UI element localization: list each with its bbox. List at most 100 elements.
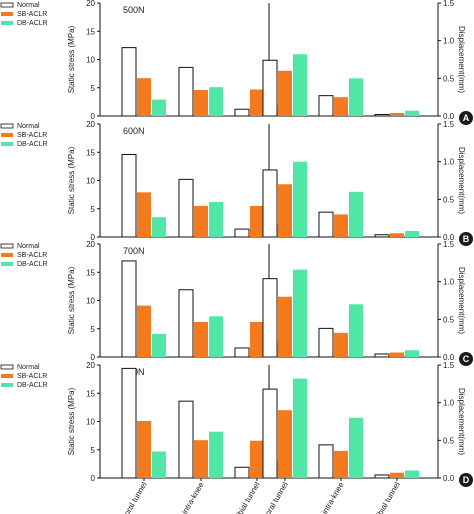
legend-swatch: [1, 374, 13, 378]
stress-bar-normal: [234, 347, 250, 358]
stress-bar-sb-aclr: [194, 321, 208, 357]
stress-bar-sb-aclr: [250, 205, 264, 237]
displacement-bar-normal: [262, 388, 278, 479]
stress-bar-sb-aclr: [137, 192, 151, 237]
displacement-bar-sb-aclr: [334, 332, 348, 357]
stress-tick-label: 10: [86, 177, 95, 186]
panel-label-badge: [459, 232, 473, 246]
displacement-tick-label: 0.5: [443, 315, 455, 324]
stress-tick-label: 10: [86, 56, 95, 65]
legend-swatch: [1, 133, 13, 137]
displacement-tick-label: 0.5: [443, 74, 455, 83]
panel-label-letter: D: [463, 475, 470, 485]
stress-tick-label: 0: [91, 353, 96, 362]
displacement-bar-normal: [262, 169, 278, 238]
displacement-bar-sb-aclr: [278, 184, 292, 237]
legend-label: SB-ACLR: [17, 373, 47, 380]
stress-axis-title: Static stress (MPa): [67, 25, 76, 93]
panel-label-badge: [459, 473, 473, 487]
stress-bar-normal: [178, 66, 194, 117]
stress-tick-label: 5: [91, 446, 96, 455]
stress-bar-normal: [121, 47, 137, 117]
stress-tick-label: 5: [91, 84, 96, 93]
displacement-bar-db-aclr: [405, 350, 419, 357]
category-label: femoral tunnel: [257, 480, 290, 514]
displacement-tick-label: 0.0: [443, 233, 455, 242]
stress-tick-label: 20: [86, 0, 95, 8]
legend-label: Normal: [17, 364, 40, 371]
displacement-tick-label: 0.5: [443, 195, 455, 204]
stress-bar-sb-aclr: [194, 205, 208, 237]
stress-tick-label: 15: [86, 389, 95, 398]
stress-bar-normal: [234, 108, 250, 117]
displacement-bar-db-aclr: [405, 470, 419, 478]
displacement-bar-normal: [374, 234, 390, 238]
displacement-tick-label: 1.0: [443, 399, 455, 408]
stress-bar-sb-aclr: [137, 78, 151, 116]
displacement-bar-sb-aclr: [334, 214, 348, 237]
stress-bar-normal: [234, 466, 250, 479]
stress-tick-label: 15: [86, 27, 95, 36]
displacement-bar-db-aclr: [349, 304, 363, 357]
stress-bar-db-aclr: [152, 217, 166, 237]
panel-label-badge: [459, 352, 473, 366]
legend-label: DB-ACLR: [17, 261, 48, 268]
displacement-bar-sb-aclr: [334, 450, 348, 478]
stress-bar-normal: [121, 260, 137, 358]
displacement-tick-label: 0.5: [443, 436, 455, 445]
displacement-tick-label: 0.0: [443, 112, 455, 121]
stress-axis-title: Static stress (MPa): [67, 387, 76, 455]
displacement-axis-title: Displacement(mm): [457, 147, 466, 214]
stress-bar-sb-aclr: [137, 420, 151, 478]
category-label: femoral tunnel: [116, 480, 149, 514]
stress-tick-label: 0: [91, 474, 96, 483]
displacement-tick-label: 1.0: [443, 37, 455, 46]
stress-bar-normal: [234, 228, 250, 238]
legend-swatch: [0, 123, 14, 129]
legend-label: Normal: [17, 2, 40, 9]
panel-label-letter: B: [463, 234, 470, 244]
stress-bar-db-aclr: [209, 87, 223, 116]
displacement-bar-db-aclr: [293, 161, 307, 237]
stress-bar-db-aclr: [209, 316, 223, 357]
legend-swatch: [0, 243, 14, 249]
panel-load-title: 500N: [123, 5, 145, 15]
stress-bar-db-aclr: [152, 333, 166, 357]
legend-swatch: [1, 12, 13, 16]
stress-bar-sb-aclr: [194, 440, 208, 478]
panel-label-letter: C: [463, 354, 470, 364]
legend-swatch: [1, 21, 13, 25]
displacement-bar-db-aclr: [293, 378, 307, 478]
displacement-tick-label: 0.0: [443, 474, 455, 483]
legend-swatch: [1, 253, 13, 257]
legend-label: Normal: [17, 123, 40, 130]
displacement-bar-db-aclr: [405, 230, 419, 237]
stress-bar-normal: [178, 178, 194, 238]
displacement-bar-normal: [374, 353, 390, 358]
stress-tick-label: 15: [86, 268, 95, 277]
stress-tick-label: 20: [86, 240, 95, 249]
legend-swatch: [0, 2, 14, 8]
category-label: intra-knee: [180, 480, 206, 514]
displacement-bar-sb-aclr: [278, 70, 292, 116]
stress-tick-label: 0: [91, 112, 96, 121]
displacement-bar-normal: [318, 444, 334, 479]
displacement-bar-sb-aclr: [390, 233, 404, 237]
stress-tick-label: 15: [86, 148, 95, 157]
stress-bar-db-aclr: [209, 431, 223, 478]
displacement-tick-label: 1.0: [443, 278, 455, 287]
displacement-axis-title: Displacement(mm): [457, 388, 466, 455]
displacement-bar-sb-aclr: [278, 296, 292, 357]
displacement-bar-sb-aclr: [390, 112, 404, 116]
stress-bar-sb-aclr: [250, 440, 264, 478]
stress-bar-sb-aclr: [137, 305, 151, 357]
stress-tick-label: 10: [86, 418, 95, 427]
displacement-bar-sb-aclr: [334, 97, 348, 116]
displacement-bar-db-aclr: [349, 191, 363, 237]
stress-bar-sb-aclr: [250, 89, 264, 116]
displacement-bar-normal: [318, 211, 334, 238]
panel-load-title: 600N: [123, 126, 145, 136]
stress-tick-label: 10: [86, 297, 95, 306]
stress-tick-label: 20: [86, 361, 95, 370]
stress-bar-db-aclr: [152, 99, 166, 116]
